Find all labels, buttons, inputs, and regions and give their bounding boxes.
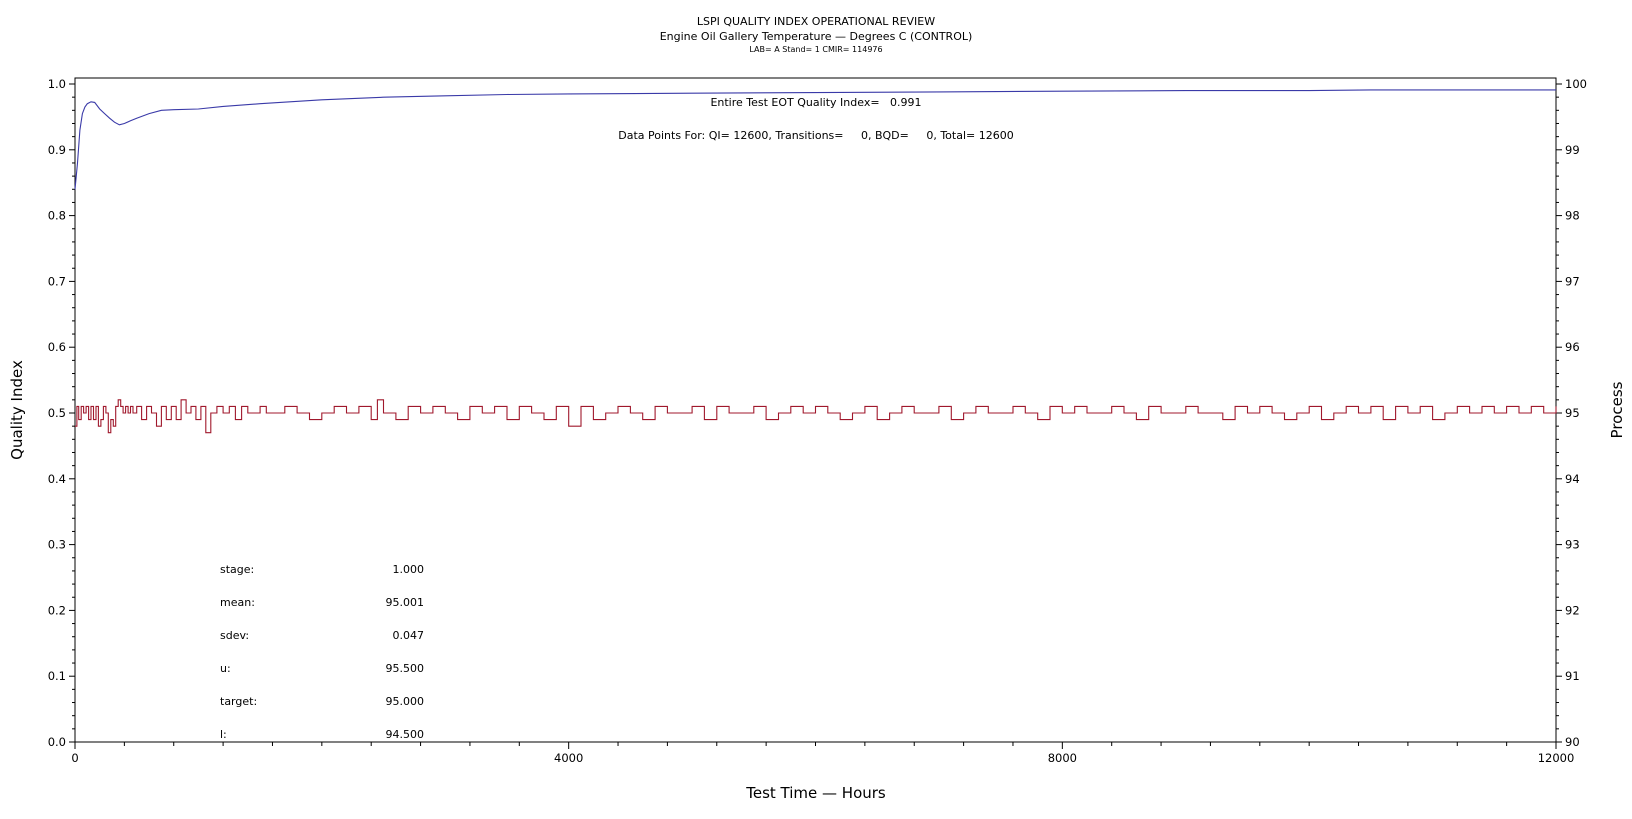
chart-title: LSPI QUALITY INDEX OPERATIONAL REVIEW bbox=[697, 15, 935, 28]
y-tick-label: 0.7 bbox=[48, 274, 66, 288]
stat-label-u: u: bbox=[220, 662, 231, 675]
y2-tick-label: 97 bbox=[1565, 274, 1580, 288]
stat-label-target: target: bbox=[220, 695, 257, 708]
y2-tick-label: 93 bbox=[1565, 538, 1580, 552]
stat-label-sdev: sdev: bbox=[220, 629, 249, 642]
y-tick-label: 0.8 bbox=[48, 209, 66, 223]
y-tick-label: 0.5 bbox=[48, 406, 66, 420]
x-axis-title: Test Time — Hours bbox=[745, 784, 886, 802]
qi-annotation: Entire Test EOT Quality Index= 0.991 bbox=[710, 96, 921, 109]
stat-value-mean: 95.001 bbox=[386, 596, 425, 609]
stat-label-mean: mean: bbox=[220, 596, 255, 609]
y-axis-title: Quality Index bbox=[8, 360, 26, 460]
stat-value-target: 95.000 bbox=[386, 695, 425, 708]
y-tick-label: 0.4 bbox=[48, 472, 66, 486]
y-tick-label: 0.3 bbox=[48, 538, 66, 552]
chart-subtitle-small: LAB= A Stand= 1 CMIR= 114976 bbox=[749, 45, 882, 54]
stat-label-l: l: bbox=[220, 728, 227, 741]
y2-tick-label: 98 bbox=[1565, 209, 1580, 223]
y-tick-label: 0.6 bbox=[48, 340, 66, 354]
x-tick-label: 4000 bbox=[554, 751, 583, 765]
y-tick-label: 0.2 bbox=[48, 603, 66, 617]
axis-ticks: 0.0 0.1 0.2 0.3 0.4 0.5 0.6 0.7 0.8 0.9 1.0 90 91 92 9… bbox=[48, 77, 1587, 765]
stat-value-u: 95.500 bbox=[386, 662, 425, 675]
y2-tick-label: 99 bbox=[1565, 143, 1580, 157]
y2-tick-label: 90 bbox=[1565, 735, 1580, 749]
stat-label-stage: stage: bbox=[220, 563, 254, 576]
stat-value-l: 94.500 bbox=[386, 728, 425, 741]
y2-tick-label: 100 bbox=[1565, 77, 1587, 91]
y-tick-label: 0.9 bbox=[48, 143, 66, 157]
y-tick-label: 0.0 bbox=[48, 735, 66, 749]
chart-subtitle: Engine Oil Gallery Temperature — Degrees… bbox=[660, 30, 973, 43]
series-layer bbox=[74, 89, 1557, 434]
stat-value-sdev: 0.047 bbox=[393, 629, 425, 642]
x-tick-label: 0 bbox=[71, 751, 78, 765]
stats-block: stage: 1.000 mean: 95.001 sdev: 0.047 u:… bbox=[220, 563, 424, 741]
process-series-line bbox=[75, 399, 1557, 434]
y2-tick-label: 95 bbox=[1565, 406, 1580, 420]
y-tick-label: 1.0 bbox=[48, 77, 66, 91]
y2-axis-title: Process bbox=[1608, 381, 1626, 438]
y-tick-label: 0.1 bbox=[48, 669, 66, 683]
stat-value-stage: 1.000 bbox=[393, 563, 425, 576]
x-tick-label: 12000 bbox=[1538, 751, 1575, 765]
quality-index-series-line bbox=[74, 89, 1556, 190]
x-tick-label: 8000 bbox=[1048, 751, 1077, 765]
y2-tick-label: 92 bbox=[1565, 603, 1580, 617]
y2-tick-label: 96 bbox=[1565, 340, 1580, 354]
y2-tick-label: 91 bbox=[1565, 669, 1580, 683]
data-points-annotation: Data Points For: QI= 12600, Transitions=… bbox=[618, 129, 1013, 142]
y2-tick-label: 94 bbox=[1565, 472, 1580, 486]
